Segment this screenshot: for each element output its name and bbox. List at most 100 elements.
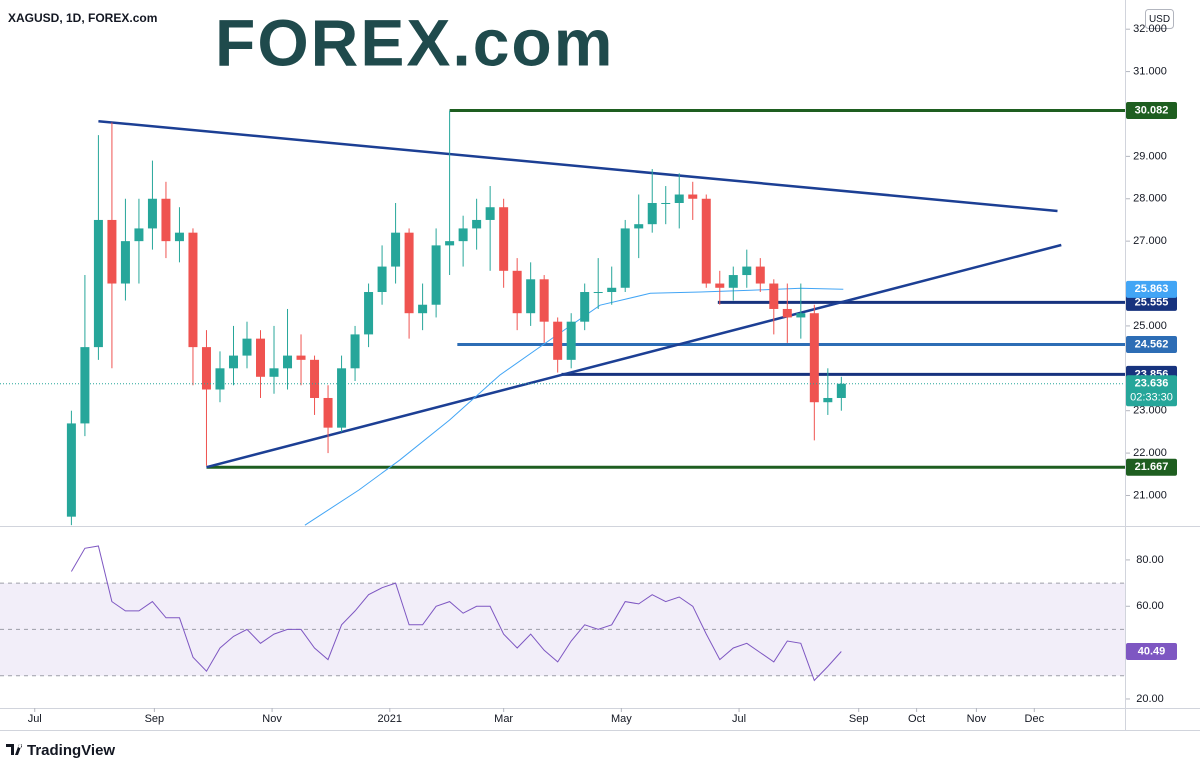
candle-body: [364, 292, 374, 335]
candle-body: [310, 359, 320, 398]
x-tick-label: Jul: [28, 713, 42, 725]
candle-body: [580, 292, 590, 322]
ma-tag: 25.863: [1135, 283, 1169, 295]
rsi-tag: 40.49: [1138, 645, 1166, 657]
candle-body: [228, 355, 238, 369]
trend-line: [206, 243, 1062, 469]
candle-body: [93, 219, 103, 348]
y-tick-label: 28.000: [1133, 193, 1167, 205]
footer-text: TradingView: [27, 742, 115, 759]
y-tick-label: 27.000: [1133, 235, 1167, 247]
x-tick-label: 2021: [378, 713, 402, 725]
candle-body: [512, 270, 522, 314]
candle-body: [269, 368, 279, 377]
candle-body: [661, 202, 671, 204]
plot-layer: [0, 108, 1125, 682]
x-tick-label: Dec: [1025, 713, 1045, 725]
level-tag: 25.555: [1135, 296, 1169, 308]
candle-body: [809, 313, 819, 403]
candle-body: [256, 338, 266, 377]
ma-tag-bg: [1126, 280, 1177, 298]
candle-body: [782, 308, 792, 318]
logo: FOREX.com: [215, 5, 614, 79]
candle-body: [188, 232, 198, 348]
candle-body: [377, 266, 387, 293]
candle-body: [134, 228, 144, 242]
y-tick-label: 23.000: [1133, 405, 1167, 417]
candle-body: [593, 292, 603, 294]
candle-body: [742, 266, 752, 276]
candle-body: [715, 283, 725, 288]
candle-body: [836, 383, 846, 398]
candle-body: [337, 368, 347, 428]
candle-body: [323, 397, 333, 428]
candle-body: [174, 232, 184, 242]
candle-body: [553, 321, 563, 360]
countdown: 02:33:30: [1130, 392, 1173, 404]
candle-body: [526, 279, 536, 314]
candle-body: [418, 304, 428, 314]
chart-title: XAGUSD, 1D, FOREX.com: [8, 11, 157, 25]
x-tick-label: Jul: [732, 713, 746, 725]
candle-body: [66, 423, 76, 517]
candle-body: [472, 219, 482, 229]
candle-body: [688, 194, 698, 199]
y-tick-label: 31.000: [1133, 65, 1167, 77]
candle-body: [485, 207, 495, 220]
x-tick-label: Oct: [908, 713, 925, 725]
level-tag: 24.562: [1135, 338, 1169, 350]
candle-body: [539, 279, 549, 322]
candle-body: [147, 198, 157, 229]
candle-body: [296, 355, 306, 360]
candle-body: [607, 287, 617, 293]
level-tag-bg: [1126, 335, 1177, 353]
candle-body: [201, 347, 211, 390]
rsi-line: [70, 545, 842, 682]
level-tag-bg: [1126, 101, 1177, 119]
x-tick-label: Nov: [967, 713, 987, 725]
last-price-tag-bg: [1126, 375, 1177, 407]
x-tick-label: Mar: [494, 713, 513, 725]
candle-body: [634, 224, 644, 229]
candle-body: [458, 228, 468, 242]
candle-body: [283, 355, 293, 369]
candle-body: [431, 245, 441, 305]
candle-body: [823, 397, 833, 403]
rsi-tag-bg: [1126, 642, 1177, 660]
y-tick-label: 32.000: [1133, 23, 1167, 35]
candle-body: [445, 241, 455, 246]
candle-body: [350, 334, 360, 369]
level-tag: 30.082: [1135, 104, 1169, 116]
candle-body: [215, 368, 225, 390]
level-tag-bg: [1126, 458, 1177, 476]
candle-body: [499, 207, 509, 271]
candle-body: [566, 321, 576, 360]
y-tick-label: 80.00: [1136, 554, 1164, 566]
x-tick-label: Nov: [262, 713, 282, 725]
last-price-tag: 23.636: [1135, 378, 1169, 390]
candle-body: [107, 219, 117, 284]
x-tick-label: Sep: [849, 713, 869, 725]
level-tag-bg: [1126, 293, 1177, 311]
candle-body: [755, 266, 765, 284]
candle-body: [796, 313, 806, 318]
x-tick-label: May: [611, 713, 632, 725]
candle-body: [701, 198, 711, 284]
candle-body: [404, 232, 414, 314]
y-tick-label: 29.000: [1133, 150, 1167, 162]
y-tick-label: 60.00: [1136, 600, 1164, 612]
candle-body: [674, 194, 684, 203]
unit-label: USD: [1149, 14, 1170, 25]
y-tick-label: 20.00: [1136, 693, 1164, 705]
trend-line: [98, 119, 1058, 213]
unit-box: [1145, 9, 1174, 29]
y-tick-label: 25.000: [1133, 320, 1167, 332]
candle-body: [242, 338, 252, 356]
level-tag: 21.667: [1135, 461, 1169, 473]
candle-body: [120, 241, 130, 284]
candle-body: [620, 228, 630, 288]
y-tick-label: 21.000: [1133, 489, 1167, 501]
